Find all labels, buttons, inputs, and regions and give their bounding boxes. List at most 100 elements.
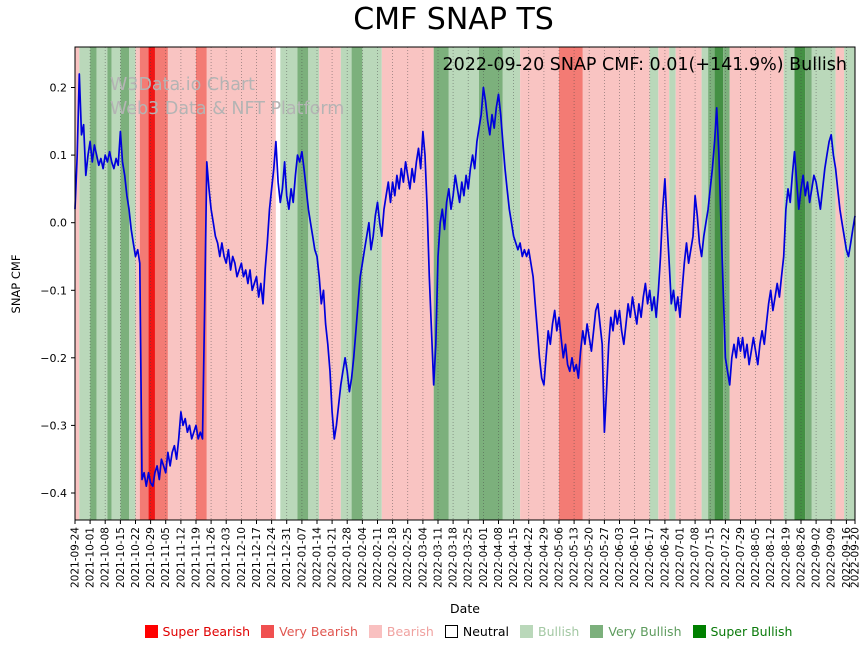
x-tick-label: 2022-02-25 — [402, 527, 414, 588]
x-tick-label: 2022-04-29 — [538, 527, 550, 588]
sentiment-band-very_bullish — [351, 47, 363, 520]
sentiment-band-very_bearish — [559, 47, 583, 520]
x-tick-label: 2022-09-02 — [811, 527, 823, 588]
watermark-line-1: W3Data.io Chart — [110, 75, 255, 95]
x-tick-label: 2022-09-16 — [841, 527, 853, 588]
sentiment-band-very_bearish — [154, 47, 168, 520]
x-tick-label: 2022-08-05 — [750, 527, 762, 588]
sentiment-band-very_bullish — [120, 47, 129, 520]
legend-swatch-icon — [144, 624, 158, 638]
sentiment-band-bullish — [111, 47, 121, 520]
legend-swatch-icon — [368, 624, 382, 638]
x-tick-label: 2022-01-07 — [296, 527, 308, 588]
x-tick-label: 2021-12-31 — [281, 527, 293, 588]
sentiment-band-neutral — [275, 47, 281, 520]
x-tick-label: 2021-10-08 — [100, 527, 112, 588]
sentiment-band-bullish — [448, 47, 479, 520]
y-tick-label: −0.2 — [40, 352, 67, 365]
x-tick-label: 2021-11-19 — [191, 527, 203, 588]
sentiment-band-very_bullish — [479, 47, 503, 520]
y-tick-label: 0.1 — [50, 149, 68, 162]
legend-item-bullish: Bullish — [520, 624, 579, 639]
y-tick-label: 0.2 — [50, 82, 68, 95]
legend-item-very-bullish: Very Bullish — [590, 623, 682, 639]
sentiment-band-very_bullish — [90, 47, 97, 520]
x-tick-label: 2022-02-18 — [387, 527, 399, 588]
sentiment-band-very_bullish — [433, 47, 449, 520]
x-tick-label: 2021-12-10 — [236, 527, 248, 588]
sentiment-band-bearish — [658, 47, 670, 520]
sentiment-band-bearish — [319, 47, 341, 520]
x-tick-label: 2022-08-19 — [780, 527, 792, 588]
sentiment-band-bearish — [835, 47, 845, 520]
x-axis-label: Date — [450, 601, 480, 616]
sentiment-band-bearish — [520, 47, 559, 520]
legend-swatch-icon — [444, 624, 458, 638]
legend-swatch-icon — [520, 624, 533, 638]
x-tick-label: 2022-07-22 — [720, 527, 732, 588]
x-tick-label: 2021-12-03 — [221, 527, 233, 588]
sentiment-band-very_bullish — [708, 47, 715, 520]
sentiment-band-bearish — [75, 47, 80, 520]
sentiment-band-bearish — [729, 47, 784, 520]
plot-border — [74, 46, 856, 521]
x-tick-label: 2022-03-25 — [463, 527, 475, 588]
legend-item-super-bearish: Super Bearish — [144, 623, 251, 639]
legend-item-bearish: Bearish — [368, 624, 434, 639]
x-tick-label: 2022-06-17 — [644, 527, 656, 588]
sentiment-band-bearish — [582, 47, 650, 520]
x-tick-label: 2021-10-22 — [130, 527, 142, 588]
legend-item-neutral: Neutral — [444, 623, 509, 639]
sentiment-band-very_bullish — [723, 47, 730, 520]
y-tick-label: 0.0 — [50, 217, 68, 230]
x-tick-label: 2022-05-13 — [569, 527, 581, 588]
legend-swatch-icon — [261, 624, 275, 638]
sentiment-band-bullish — [79, 47, 91, 520]
x-tick-label: 2022-07-08 — [690, 527, 702, 588]
x-tick-label: 2022-06-10 — [629, 527, 641, 588]
sentiment-band-very_bullish — [297, 47, 309, 520]
sentiment-band-bullish — [362, 47, 382, 520]
x-tick-label: 2021-11-05 — [160, 527, 172, 588]
x-tick-label: 2022-07-01 — [675, 527, 687, 588]
sentiment-band-bullish — [340, 47, 352, 520]
legend-swatch-icon — [590, 624, 604, 638]
legend-label: Very Bullish — [608, 623, 682, 639]
legend-label: Super Bearish — [162, 623, 251, 639]
x-tick-label: 2021-10-29 — [145, 527, 157, 588]
legend-label: Very Bearish — [279, 623, 358, 639]
sentiment-band-bearish — [675, 47, 702, 520]
x-tick-label: 2022-01-14 — [312, 527, 324, 588]
x-tick-label: 2022-05-27 — [599, 527, 611, 588]
x-tick-label: 2022-08-12 — [765, 527, 777, 588]
y-tick-label: −0.4 — [40, 487, 67, 500]
sentiment-band-very_bullish — [805, 47, 812, 520]
x-tick-label: 2022-08-26 — [796, 527, 808, 588]
cmf-line — [74, 73, 856, 488]
sentiment-band-super_bullish — [794, 47, 806, 520]
x-tick-label: 2022-06-24 — [659, 527, 671, 588]
sentiment-band-super_bearish — [148, 47, 155, 520]
legend-item-super-bullish: Super Bullish — [692, 624, 792, 639]
sentiment-band-bullish — [502, 47, 521, 520]
x-tick-label: 2022-01-21 — [327, 527, 339, 588]
x-tick-label: 2022-05-20 — [584, 527, 596, 588]
sentiment-band-bearish — [135, 47, 140, 520]
sentiment-band-bullish — [96, 47, 108, 520]
x-tick-label: 2022-05-06 — [554, 527, 566, 588]
sentiment-band-bullish — [669, 47, 676, 520]
legend-label: Bullish — [538, 623, 580, 639]
sentiment-legend: Super Bearish Very Bearish Bearish Neutral B… — [70, 620, 867, 642]
sentiment-bands-layer — [75, 47, 855, 520]
legend-label: Neutral — [462, 623, 509, 639]
sentiment-band-bullish — [308, 47, 320, 520]
x-tick-label: 2022-03-11 — [433, 527, 445, 588]
gridlines-layer — [74, 47, 856, 520]
cmf-line-layer — [74, 73, 856, 488]
x-tick-label: 2022-07-29 — [735, 527, 747, 588]
x-tick-label: 2021-11-12 — [175, 527, 187, 588]
x-tick-label: 2022-01-28 — [342, 527, 354, 588]
x-tick-label: 2022-04-08 — [493, 527, 505, 588]
